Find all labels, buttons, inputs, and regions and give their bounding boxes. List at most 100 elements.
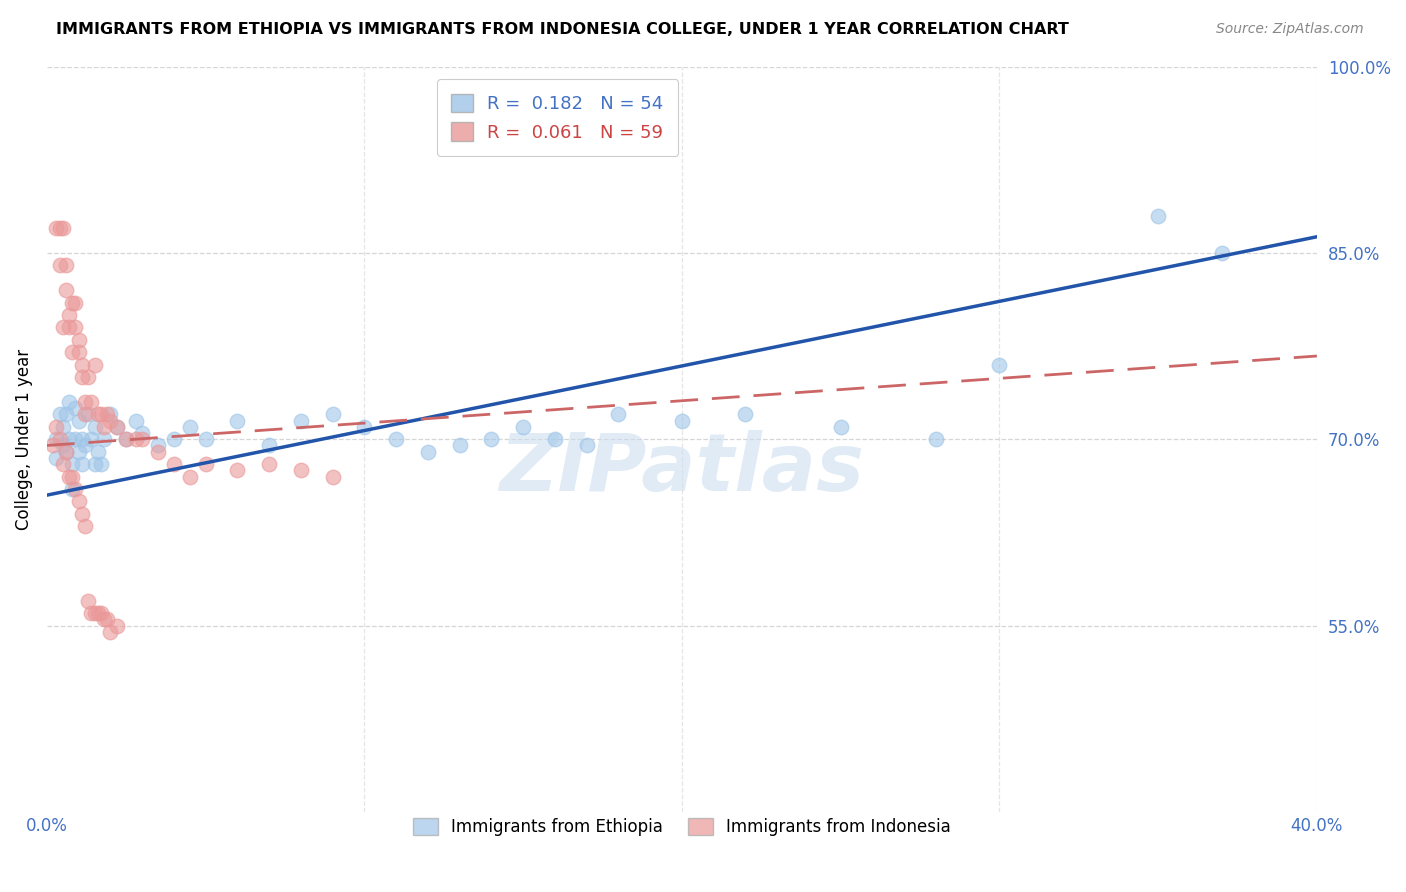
Point (83, 457, 105, 471)
Point (125, 414, 148, 428)
Point (1147, 209, 1170, 223)
Point (55, 444, 77, 458)
Point (449, 438, 471, 452)
Point (544, 432, 567, 446)
Point (1211, 246, 1233, 260)
Point (65, 432, 87, 446)
Point (257, 457, 280, 471)
Point (86, 606, 108, 620)
Point (105, 419, 128, 434)
Point (45, 419, 67, 434)
Y-axis label: College, Under 1 year: College, Under 1 year (15, 349, 32, 530)
Point (73, 395, 96, 409)
Point (45, 221, 67, 235)
Point (93, 612, 115, 626)
Point (58, 469, 80, 483)
Point (58, 395, 80, 409)
Point (90, 606, 112, 620)
Point (77, 408, 100, 422)
Point (353, 419, 375, 434)
Point (100, 414, 122, 428)
Point (73, 408, 96, 422)
Point (58, 320, 80, 334)
Point (179, 469, 201, 483)
Point (131, 425, 153, 440)
Point (90, 457, 112, 471)
Point (67, 333, 90, 347)
Point (131, 432, 153, 446)
Point (70, 370, 93, 384)
Point (93, 432, 115, 446)
Point (55, 283, 77, 297)
Point (48, 258, 70, 272)
Point (322, 469, 344, 483)
Point (100, 408, 122, 422)
Point (125, 432, 148, 446)
Point (77, 593, 100, 607)
Point (322, 408, 344, 422)
Point (60, 482, 83, 496)
Point (146, 444, 169, 458)
Point (65, 401, 87, 416)
Point (52, 457, 75, 471)
Point (290, 414, 312, 428)
Point (734, 408, 756, 422)
Point (70, 457, 93, 471)
Point (67, 444, 90, 458)
Point (83, 419, 105, 434)
Point (67, 494, 90, 508)
Point (226, 414, 249, 428)
Point (105, 618, 128, 632)
Point (80, 432, 103, 446)
Legend: Immigrants from Ethiopia, Immigrants from Indonesia: Immigrants from Ethiopia, Immigrants fro… (405, 810, 959, 845)
Point (830, 419, 852, 434)
Point (575, 438, 598, 452)
Point (83, 358, 105, 372)
Point (60, 295, 83, 310)
Point (58, 308, 80, 322)
Point (100, 624, 122, 639)
Point (65, 482, 87, 496)
Point (163, 432, 186, 446)
Point (194, 432, 217, 446)
Point (988, 358, 1011, 372)
Point (70, 432, 93, 446)
Point (105, 419, 128, 434)
Point (925, 432, 948, 446)
Point (671, 414, 693, 428)
Point (67, 414, 90, 428)
Point (163, 457, 186, 471)
Point (512, 419, 534, 434)
Point (70, 507, 93, 521)
Point (73, 519, 96, 533)
Point (70, 358, 93, 372)
Point (146, 438, 169, 452)
Point (52, 438, 75, 452)
Point (290, 463, 312, 477)
Point (52, 221, 75, 235)
Point (80, 606, 103, 620)
Point (60, 457, 83, 471)
Point (73, 438, 96, 452)
Point (55, 444, 77, 458)
Point (226, 463, 249, 477)
Point (60, 345, 83, 359)
Point (257, 438, 280, 452)
Point (90, 408, 112, 422)
Point (96, 612, 118, 626)
Point (385, 432, 408, 446)
Point (115, 432, 138, 446)
Point (65, 295, 87, 310)
Text: ZIPatlas: ZIPatlas (499, 430, 865, 508)
Point (58, 432, 80, 446)
Point (48, 221, 70, 235)
Point (479, 432, 502, 446)
Point (115, 432, 138, 446)
Text: IMMIGRANTS FROM ETHIOPIA VS IMMIGRANTS FROM INDONESIA COLLEGE, UNDER 1 YEAR CORR: IMMIGRANTS FROM ETHIOPIA VS IMMIGRANTS F… (56, 22, 1069, 37)
Point (83, 606, 105, 620)
Point (48, 408, 70, 422)
Point (55, 258, 77, 272)
Point (93, 419, 115, 434)
Point (67, 345, 90, 359)
Point (80, 395, 103, 409)
